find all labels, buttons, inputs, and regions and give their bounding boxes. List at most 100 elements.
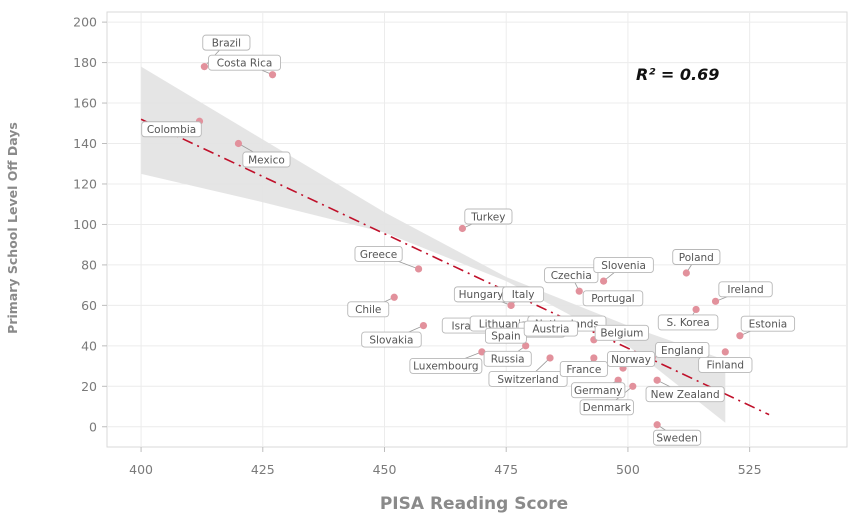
label-box-luxembourg bbox=[409, 357, 483, 374]
label-slovenia: Slovenia bbox=[601, 260, 646, 272]
label-colombia: Colombia bbox=[147, 124, 196, 136]
label-box-england bbox=[655, 342, 710, 358]
point-turkey bbox=[458, 224, 466, 233]
label-austria: Austria bbox=[532, 323, 569, 335]
point-finland bbox=[721, 348, 729, 356]
point-chile bbox=[390, 293, 398, 301]
label-box-brazil bbox=[202, 34, 251, 51]
label-poland: Poland bbox=[679, 252, 714, 264]
point-labels: Brazil Costa Rica Colombia Mexico Turkey Gree… bbox=[141, 34, 796, 446]
label-sweden: Sweden bbox=[656, 433, 698, 445]
label-box-ireland bbox=[718, 281, 773, 298]
x-axis-title: PISA Reading Score bbox=[380, 494, 568, 514]
x-tick-labels: 400 425 450 475 500 525 bbox=[129, 462, 761, 477]
point-estonia bbox=[736, 332, 744, 340]
r-squared-annotation: R² = 0.69 bbox=[636, 65, 719, 84]
label-box-costa-rica bbox=[208, 54, 281, 71]
label-lithuania: Lithuania bbox=[479, 318, 528, 330]
label-box-france bbox=[559, 361, 608, 377]
label-brazil: Brazil bbox=[212, 37, 241, 49]
label-new-zealand: New Zealand bbox=[651, 389, 720, 401]
label-chile: Chile bbox=[355, 304, 381, 316]
label-box-greece bbox=[354, 246, 403, 262]
label-box-sweden bbox=[653, 429, 702, 446]
x-tick-label-475: 475 bbox=[494, 462, 518, 477]
point-ireland bbox=[711, 297, 720, 305]
label-mexico: Mexico bbox=[248, 154, 285, 166]
label-italy: Italy bbox=[512, 289, 535, 301]
point-switzerland bbox=[546, 354, 554, 362]
label-box-estonia bbox=[740, 315, 796, 332]
label-finland: Finland bbox=[707, 360, 745, 372]
label-box-colombia bbox=[141, 121, 202, 138]
x-tick-label-400: 400 bbox=[129, 462, 153, 477]
label-france: France bbox=[566, 364, 601, 376]
y-axis-title: Primary School Level Off Days bbox=[5, 122, 20, 334]
x-tick-label-525: 525 bbox=[738, 462, 762, 477]
label-s-korea: S. Korea bbox=[667, 317, 710, 329]
point-slovakia bbox=[419, 322, 428, 330]
label-box-s-korea bbox=[657, 314, 719, 331]
point-mexico bbox=[234, 139, 243, 148]
y-tick-label-160: 160 bbox=[73, 96, 97, 111]
y-tick-label-140: 140 bbox=[73, 136, 97, 151]
label-germany: Germany bbox=[574, 385, 622, 397]
x-tick-label-500: 500 bbox=[616, 462, 640, 477]
label-box-new-zealand bbox=[645, 386, 725, 403]
label-box-austria bbox=[523, 320, 579, 337]
trend-line bbox=[140, 118, 770, 416]
point-denmark bbox=[629, 382, 637, 390]
label-box-czechia bbox=[544, 267, 599, 284]
label-box-portugal bbox=[582, 290, 644, 307]
y-tick-label-0: 0 bbox=[89, 419, 97, 434]
label-box-chile bbox=[347, 301, 390, 318]
point-germany bbox=[614, 376, 622, 384]
point-costa-rica bbox=[268, 71, 277, 79]
label-box-germany bbox=[571, 382, 626, 399]
label-russia: Russia bbox=[491, 354, 525, 366]
label-costa-rica: Costa Rica bbox=[217, 58, 273, 70]
label-ireland: Ireland bbox=[727, 284, 763, 296]
label-box-norway bbox=[607, 351, 656, 368]
label-norway: Norway bbox=[611, 354, 651, 366]
y-tick-label-100: 100 bbox=[73, 217, 97, 232]
point-russia bbox=[522, 342, 530, 350]
point-brazil bbox=[200, 63, 208, 71]
point-italy bbox=[507, 301, 515, 309]
point-greece bbox=[414, 265, 423, 273]
point-sweden bbox=[653, 421, 661, 429]
point-poland bbox=[682, 269, 690, 277]
label-denmark: Denmark bbox=[583, 402, 632, 414]
label-box-slovakia bbox=[361, 331, 422, 348]
label-box-russia bbox=[483, 350, 532, 367]
y-tick-label-60: 60 bbox=[81, 298, 97, 313]
label-czechia: Czechia bbox=[551, 270, 592, 282]
point-france bbox=[590, 354, 598, 362]
y-tick-label-40: 40 bbox=[81, 338, 97, 353]
y-tick-label-120: 120 bbox=[73, 176, 97, 191]
label-england: England bbox=[661, 345, 704, 357]
label-box-switzerland bbox=[488, 371, 568, 387]
label-turkey: Turkey bbox=[470, 211, 505, 223]
y-tick-label-80: 80 bbox=[81, 257, 97, 272]
y-tick-label-200: 200 bbox=[73, 15, 97, 30]
point-slovenia bbox=[599, 277, 608, 285]
label-box-belgium bbox=[594, 324, 649, 341]
label-hungary: Hungary bbox=[459, 289, 504, 301]
x-tick-label-425: 425 bbox=[251, 462, 275, 477]
y-tick-label-20: 20 bbox=[81, 379, 97, 394]
label-greece: Greece bbox=[360, 249, 397, 261]
label-belgium: Belgium bbox=[600, 328, 643, 340]
label-box-denmark bbox=[579, 399, 634, 416]
label-box-finland bbox=[698, 356, 753, 373]
label-luxembourg: Luxembourg bbox=[413, 361, 478, 373]
label-spain: Spain bbox=[491, 331, 520, 343]
label-box-slovenia bbox=[593, 257, 654, 274]
point-s-korea bbox=[692, 305, 700, 314]
label-slovakia: Slovakia bbox=[369, 334, 413, 346]
label-estonia: Estonia bbox=[749, 319, 788, 331]
label-switzerland: Switzerland bbox=[497, 374, 558, 386]
x-tick-label-450: 450 bbox=[373, 462, 397, 477]
label-box-turkey bbox=[464, 208, 513, 225]
